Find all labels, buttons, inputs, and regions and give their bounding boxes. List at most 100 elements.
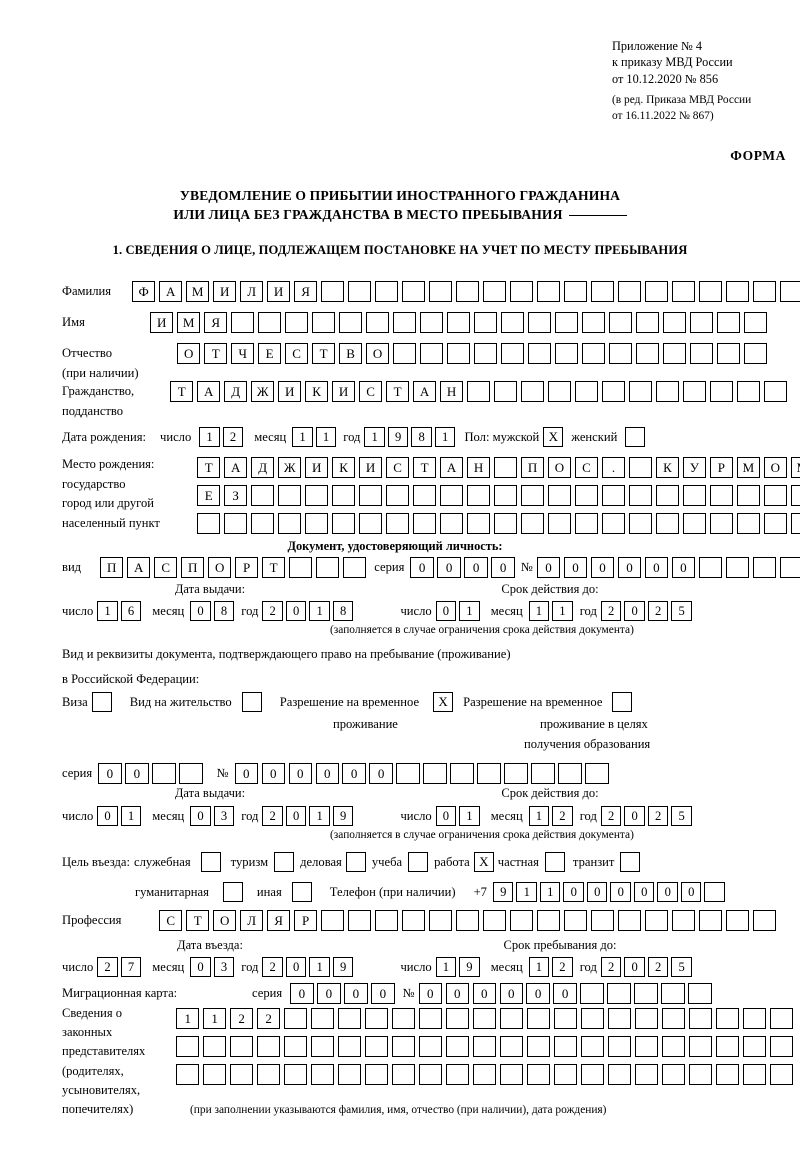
birthplace-cells-2-8[interactable] bbox=[412, 485, 437, 506]
birthplace-cells-3-12[interactable] bbox=[520, 513, 545, 534]
birthplace-cells-1-22[interactable]: М bbox=[790, 457, 800, 478]
stay-number-cells-8[interactable] bbox=[450, 763, 474, 784]
stay-issue-year-cells-1[interactable]: 0 bbox=[285, 806, 307, 826]
profession-cells-6[interactable] bbox=[320, 910, 345, 931]
birth-year-cells-1[interactable]: 9 bbox=[387, 427, 409, 447]
profession-cells-12[interactable] bbox=[482, 910, 507, 931]
sex-male-checkbox[interactable]: X bbox=[543, 427, 564, 447]
patronymic-cells-12[interactable] bbox=[500, 343, 525, 364]
birthplace-cells-2-9[interactable] bbox=[439, 485, 464, 506]
purpose-option-4-checkbox[interactable]: X bbox=[473, 852, 494, 872]
representatives-cells-1-16[interactable] bbox=[607, 1008, 632, 1029]
representatives-cells-1-14[interactable] bbox=[553, 1008, 578, 1029]
birthplace-cells-1-3[interactable]: Ж bbox=[277, 457, 302, 478]
migration-series-cells-2[interactable]: 0 bbox=[344, 983, 368, 1004]
id-type-cells-8[interactable] bbox=[315, 557, 340, 578]
entry-year-cells-1[interactable]: 0 bbox=[285, 957, 307, 977]
birthplace-cells-1-20[interactable]: М bbox=[736, 457, 761, 478]
firstname-cells-19[interactable] bbox=[662, 312, 687, 333]
representatives-cells-2-18[interactable] bbox=[661, 1036, 686, 1057]
representatives-cells-1-8[interactable] bbox=[391, 1008, 416, 1029]
residence-permit-checkbox[interactable] bbox=[241, 692, 262, 712]
id-type-cells-0[interactable]: П bbox=[100, 557, 124, 578]
birthplace-cells-1-10[interactable]: Н bbox=[466, 457, 491, 478]
birth-month-cells-1[interactable]: 1 bbox=[315, 427, 337, 447]
patronymic-cells-8[interactable] bbox=[392, 343, 417, 364]
id-number-cells-2[interactable]: 0 bbox=[590, 557, 615, 578]
birthplace-cells-1-9[interactable]: А bbox=[439, 457, 464, 478]
profession-cells-15[interactable] bbox=[563, 910, 588, 931]
representatives-cells-2-20[interactable] bbox=[715, 1036, 740, 1057]
birthplace-cells-1-2[interactable]: Д bbox=[250, 457, 275, 478]
stay-number-cells-1[interactable]: 0 bbox=[261, 763, 285, 784]
representatives-cells-1-22[interactable] bbox=[769, 1008, 794, 1029]
citizenship-cells-11[interactable] bbox=[466, 381, 491, 402]
surname-cells-15[interactable] bbox=[536, 281, 561, 302]
representatives-cells-3-9[interactable] bbox=[418, 1064, 443, 1085]
id-valid-month-cells-1[interactable]: 1 bbox=[552, 601, 573, 621]
representatives-cells-3-21[interactable] bbox=[742, 1064, 767, 1085]
id-number-cells-3[interactable]: 0 bbox=[617, 557, 642, 578]
firstname-cells-11[interactable] bbox=[446, 312, 471, 333]
stay-series-cells-3[interactable] bbox=[179, 763, 203, 784]
birthplace-cells-3-19[interactable] bbox=[709, 513, 734, 534]
citizenship-cells-15[interactable] bbox=[574, 381, 599, 402]
representatives-cells-2[interactable] bbox=[176, 1036, 794, 1057]
birthplace-cells-2-3[interactable] bbox=[277, 485, 302, 506]
entry-day-cells-0[interactable]: 2 bbox=[97, 957, 118, 977]
representatives-cells-2-13[interactable] bbox=[526, 1036, 551, 1057]
representatives-cells-2-21[interactable] bbox=[742, 1036, 767, 1057]
firstname-cells-10[interactable] bbox=[419, 312, 444, 333]
phone-cells-3[interactable]: 0 bbox=[563, 882, 584, 902]
surname-cells-0[interactable]: Ф bbox=[132, 281, 156, 302]
patronymic-cells-9[interactable] bbox=[419, 343, 444, 364]
citizenship-cells-17[interactable] bbox=[628, 381, 653, 402]
firstname-cells-6[interactable] bbox=[311, 312, 336, 333]
firstname-cells-22[interactable] bbox=[743, 312, 768, 333]
citizenship-cells-6[interactable]: И bbox=[331, 381, 356, 402]
birth-year-cells-2[interactable]: 8 bbox=[411, 427, 432, 447]
birthplace-cells-1-11[interactable] bbox=[493, 457, 518, 478]
patronymic-cells-11[interactable] bbox=[473, 343, 498, 364]
stay-number-cells-12[interactable] bbox=[558, 763, 582, 784]
birthplace-cells-1-1[interactable]: А bbox=[223, 457, 248, 478]
birthplace-cells-3-22[interactable] bbox=[790, 513, 800, 534]
birthplace-cells-3-2[interactable] bbox=[250, 513, 275, 534]
firstname-cells-0[interactable]: И bbox=[150, 312, 174, 333]
birthplace-cells-2-10[interactable] bbox=[466, 485, 491, 506]
representatives-cells-1-0[interactable]: 1 bbox=[176, 1008, 200, 1029]
stay-until-year-cells-1[interactable]: 0 bbox=[624, 957, 645, 977]
citizenship-cells-21[interactable] bbox=[736, 381, 761, 402]
birthplace-cells-3-17[interactable] bbox=[655, 513, 680, 534]
migration-number-cells-4[interactable]: 0 bbox=[526, 983, 550, 1004]
representatives-cells-2-6[interactable] bbox=[337, 1036, 362, 1057]
stay-valid-month-cells-0[interactable]: 1 bbox=[528, 806, 550, 826]
birthplace-cells-1-17[interactable]: К bbox=[655, 457, 680, 478]
id-number-cells-5[interactable]: 0 bbox=[671, 557, 696, 578]
surname-cells-18[interactable] bbox=[617, 281, 642, 302]
profession-cells-3[interactable]: Л bbox=[239, 910, 264, 931]
birthplace-cells-3-1[interactable] bbox=[223, 513, 248, 534]
stay-series-cells-2[interactable] bbox=[152, 763, 176, 784]
entry-month-cells-1[interactable]: 3 bbox=[213, 957, 235, 977]
migration-number-cells-2[interactable]: 0 bbox=[472, 983, 496, 1004]
firstname-cells-9[interactable] bbox=[392, 312, 417, 333]
phone-cells-5[interactable]: 0 bbox=[610, 882, 631, 902]
profession-cells-16[interactable] bbox=[590, 910, 615, 931]
purpose-option-2-checkbox[interactable] bbox=[345, 852, 366, 872]
representatives-cells-3-14[interactable] bbox=[553, 1064, 578, 1085]
representatives-cells-2-15[interactable] bbox=[580, 1036, 605, 1057]
patronymic-cells-4[interactable]: С bbox=[284, 343, 309, 364]
id-valid-year-cells-2[interactable]: 2 bbox=[647, 601, 669, 621]
birthplace-cells-3[interactable] bbox=[197, 513, 800, 534]
representatives-cells-2-17[interactable] bbox=[634, 1036, 659, 1057]
